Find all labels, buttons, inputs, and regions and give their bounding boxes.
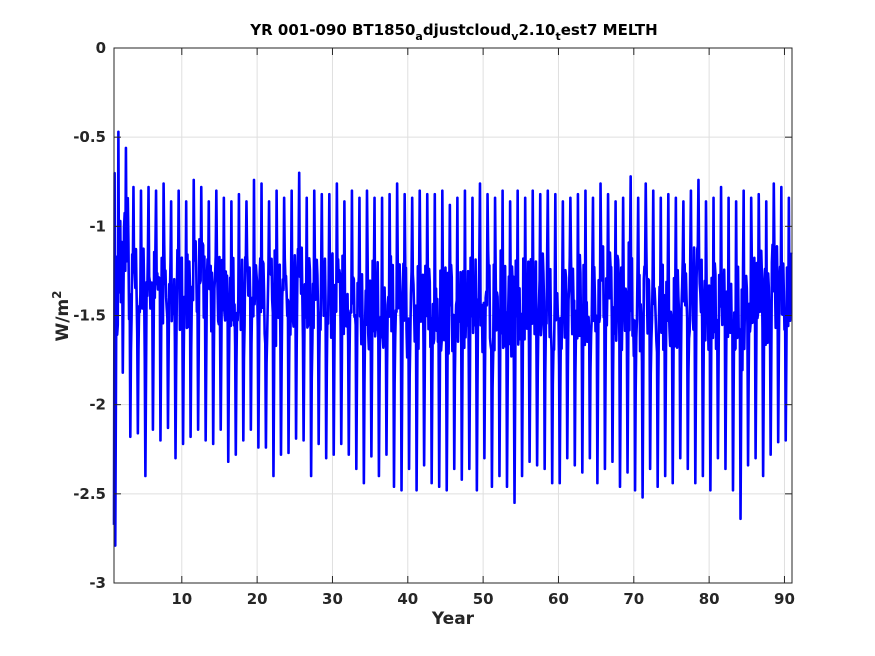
y-tick-label: -0.5 (73, 128, 106, 146)
y-tick-label: -3 (89, 574, 106, 592)
y-tick-label: 0 (96, 39, 106, 57)
y-tick-labels: 0 -0.5 -1 -1.5 -2 -2.5 -3 (73, 39, 106, 592)
x-tick-label: 10 (171, 590, 192, 608)
x-tick-labels: 10 20 30 40 50 60 70 80 90 (171, 590, 795, 608)
x-axis-label: Year (431, 609, 475, 629)
x-tick-label: 20 (247, 590, 268, 608)
tick-marks (114, 47, 792, 584)
y-tick-label: -2 (89, 396, 106, 414)
y-tick-label: -1 (89, 217, 106, 235)
x-tick-label: 30 (322, 590, 343, 608)
x-tick-label: 50 (473, 590, 494, 608)
x-tick-label: 80 (699, 590, 720, 608)
x-tick-label: 60 (548, 590, 569, 608)
y-tick-label: -1.5 (73, 307, 106, 325)
y-axis-label: W/m2 (50, 290, 73, 341)
y-tick-label: -2.5 (73, 485, 106, 503)
x-tick-label: 70 (623, 590, 644, 608)
series-line (112, 130, 793, 547)
plot-area (112, 130, 793, 547)
x-tick-label: 40 (397, 590, 418, 608)
x-tick-label: 90 (774, 590, 795, 608)
chart-title: YR 001-090 BT1850adjustcloudv2.10test7 M… (249, 21, 657, 43)
